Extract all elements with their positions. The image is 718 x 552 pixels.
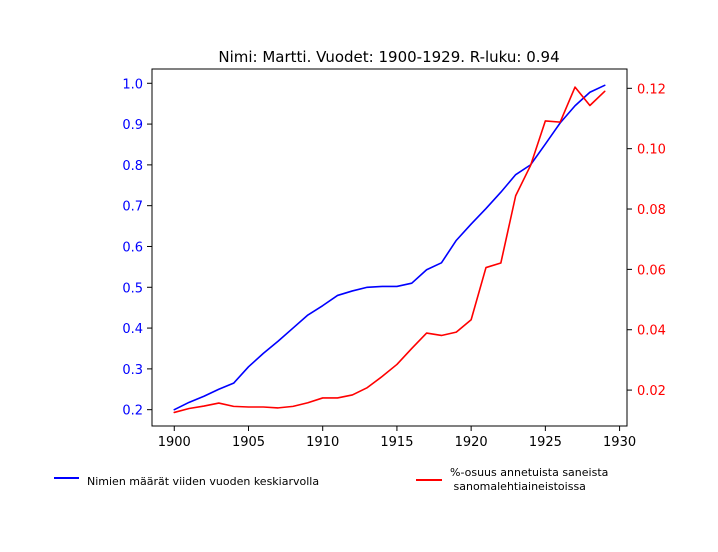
x-tick-label: 1925 — [529, 435, 562, 450]
y-right-tick-label: 0.10 — [637, 143, 666, 158]
legend-label-line: Nimien määrät viiden vuoden keskiarvolla — [87, 475, 319, 488]
y-right-tick-label: 0.06 — [637, 263, 666, 278]
y-left-tick-label: 0.7 — [122, 200, 143, 215]
y-right-tick-label: 0.02 — [637, 384, 666, 399]
series-line-1 — [173, 84, 606, 411]
y-left-tick-label: 0.4 — [122, 322, 143, 337]
legend-label: Nimien määrät viiden vuoden keskiarvolla — [87, 475, 319, 488]
legend-label: %-osuus annetuista saneista sanomalehtia… — [450, 466, 608, 493]
chart-title: Nimi: Martti. Vuodet: 1900-1929. R-luku:… — [218, 48, 559, 66]
axes-layer: 1900 1905 1910 1915 1920 1925 1930 0.2 0.3 0.4 0.5… — [122, 68, 666, 450]
y-left-tick-label: 0.8 — [122, 159, 143, 174]
x-tick-label: 1900 — [158, 435, 191, 450]
y-right-tick-label: 0.08 — [637, 203, 666, 218]
legend-entry: Nimien määrät viiden vuoden keskiarvolla — [54, 475, 319, 488]
y-left-tick-label: 0.9 — [122, 118, 143, 133]
y-left-tick-label: 1.0 — [122, 77, 143, 92]
y-left-tick-label: 0.5 — [122, 281, 143, 296]
y-right-tick-label: 0.04 — [637, 324, 666, 339]
series-layer — [173, 84, 606, 414]
y-left-tick-label: 0.2 — [122, 404, 143, 419]
x-tick-label: 1910 — [306, 435, 339, 450]
legend: Nimien määrät viiden vuoden keskiarvolla… — [54, 466, 608, 493]
y-left-tick-label: 0.3 — [122, 363, 143, 378]
legend-label-line: sanomalehtiaineistoissa — [450, 480, 586, 493]
legend-label-line: %-osuus annetuista saneista — [450, 466, 608, 479]
x-tick-label: 1930 — [603, 435, 636, 450]
x-tick-label: 1915 — [380, 435, 413, 450]
y-right-tick-label: 0.12 — [637, 82, 666, 97]
x-tick-label: 1905 — [232, 435, 265, 450]
series-line-2 — [173, 86, 606, 414]
plot-frame — [151, 68, 628, 427]
x-tick-label: 1920 — [455, 435, 488, 450]
legend-entry: %-osuus annetuista saneista sanomalehtia… — [416, 466, 608, 493]
y-left-tick-label: 0.6 — [122, 240, 143, 255]
